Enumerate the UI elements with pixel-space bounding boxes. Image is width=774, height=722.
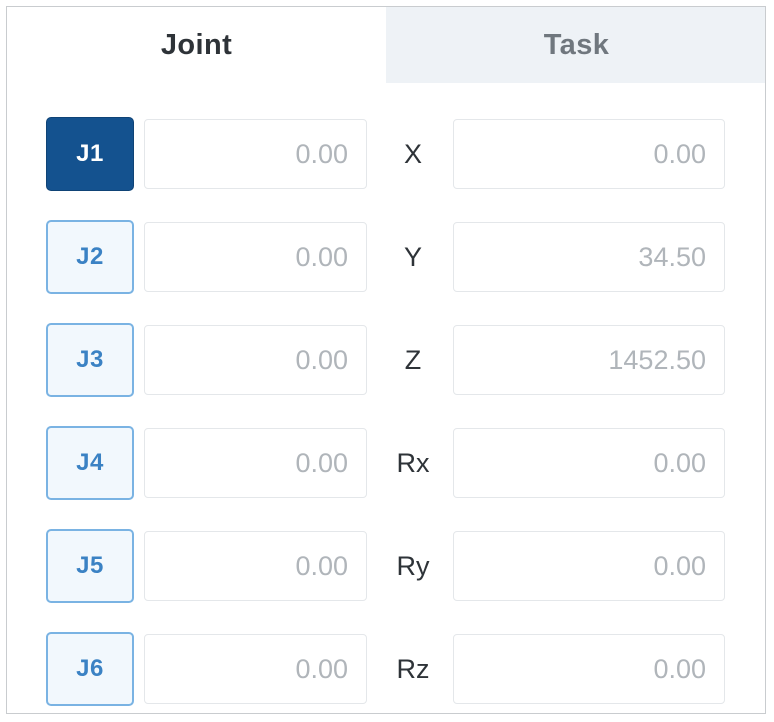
tab-task[interactable]: Task: [386, 7, 765, 83]
joint-value-input-j4[interactable]: 0.00: [144, 428, 367, 498]
task-value-input-rz[interactable]: 0.00: [453, 634, 725, 704]
joint-value-input-j2[interactable]: 0.00: [144, 222, 367, 292]
joint-button-j5[interactable]: J5: [46, 529, 134, 603]
joint-value-input-j6[interactable]: 0.00: [144, 634, 367, 704]
task-value-input-x[interactable]: 0.00: [453, 119, 725, 189]
table-row: J3 0.00 Z 1452.50: [7, 323, 765, 397]
table-row: J1 0.00 X 0.00: [7, 117, 765, 191]
joint-button-j2[interactable]: J2: [46, 220, 134, 294]
joint-button-j6[interactable]: J6: [46, 632, 134, 706]
axis-label-z: Z: [404, 344, 422, 375]
axis-label-rz: Rz: [396, 653, 430, 684]
joint-button-j4[interactable]: J4: [46, 426, 134, 500]
tab-joint[interactable]: Joint: [7, 7, 386, 83]
table-row: J4 0.00 Rx 0.00: [7, 426, 765, 500]
axis-label-y: Y: [403, 241, 422, 272]
table-row: J6 0.00 Rz 0.00: [7, 632, 765, 706]
table-row: J2 0.00 Y 34.50: [7, 220, 765, 294]
axis-label-ry: Ry: [396, 550, 430, 581]
axis-label-x: X: [403, 138, 422, 169]
joint-button-j3[interactable]: J3: [46, 323, 134, 397]
task-value-input-z[interactable]: 1452.50: [453, 325, 725, 395]
task-value-input-rx[interactable]: 0.00: [453, 428, 725, 498]
joint-value-input-j5[interactable]: 0.00: [144, 531, 367, 601]
tab-bar: Joint Task: [7, 7, 765, 83]
joint-button-j1[interactable]: J1: [46, 117, 134, 191]
task-value-input-y[interactable]: 34.50: [453, 222, 725, 292]
axis-label-rx: Rx: [396, 447, 430, 478]
table-row: J5 0.00 Ry 0.00: [7, 529, 765, 603]
joint-value-input-j1[interactable]: 0.00: [144, 119, 367, 189]
jog-panel: Joint Task J1 0.00 X 0.00 J2 0.00 Y 34.5…: [6, 6, 766, 714]
joint-value-input-j3[interactable]: 0.00: [144, 325, 367, 395]
task-value-input-ry[interactable]: 0.00: [453, 531, 725, 601]
